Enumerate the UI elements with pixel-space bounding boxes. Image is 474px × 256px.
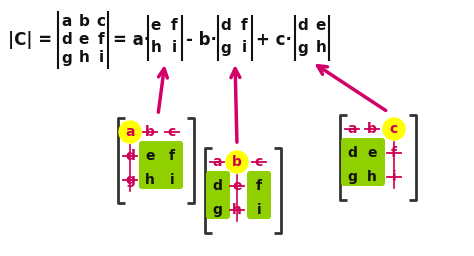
Text: i: i	[172, 40, 176, 56]
Text: f: f	[241, 18, 247, 34]
Text: i: i	[170, 173, 174, 187]
Text: b: b	[232, 155, 242, 169]
Text: d: d	[62, 33, 73, 48]
Text: i: i	[99, 50, 103, 66]
Text: g: g	[298, 40, 309, 56]
Text: e: e	[145, 149, 155, 163]
Circle shape	[226, 151, 248, 173]
Text: c: c	[97, 15, 106, 29]
Text: h: h	[232, 203, 242, 217]
Text: g: g	[220, 40, 231, 56]
Text: e: e	[316, 18, 326, 34]
Text: e: e	[79, 33, 89, 48]
Text: c: c	[168, 125, 176, 139]
Text: c: c	[255, 155, 263, 169]
Text: = a·: = a·	[113, 31, 150, 49]
Text: e: e	[151, 18, 161, 34]
Circle shape	[383, 118, 405, 140]
Text: c: c	[390, 122, 398, 136]
Text: a: a	[125, 125, 135, 139]
Circle shape	[119, 121, 141, 143]
Text: h: h	[151, 40, 162, 56]
Text: |C| =: |C| =	[8, 31, 52, 49]
Text: d: d	[298, 18, 309, 34]
Text: e: e	[232, 179, 242, 193]
Text: h: h	[79, 50, 90, 66]
Text: g: g	[62, 50, 73, 66]
FancyBboxPatch shape	[247, 171, 271, 219]
Text: + c·: + c·	[256, 31, 292, 49]
Text: g: g	[347, 170, 357, 184]
Text: h: h	[145, 173, 155, 187]
Text: d: d	[220, 18, 231, 34]
Text: d: d	[347, 146, 357, 160]
Text: f: f	[171, 18, 177, 34]
FancyBboxPatch shape	[341, 138, 385, 186]
Text: d: d	[212, 179, 222, 193]
Text: g: g	[212, 203, 222, 217]
Text: h: h	[367, 170, 377, 184]
Text: a: a	[62, 15, 72, 29]
Text: h: h	[316, 40, 327, 56]
Text: e: e	[367, 146, 377, 160]
Text: i: i	[241, 40, 246, 56]
Text: - b·: - b·	[186, 31, 217, 49]
Text: i: i	[392, 170, 396, 184]
Text: b: b	[145, 125, 155, 139]
FancyBboxPatch shape	[139, 141, 183, 189]
Text: a: a	[347, 122, 357, 136]
Text: d: d	[125, 149, 135, 163]
Text: b: b	[79, 15, 90, 29]
Text: f: f	[391, 146, 397, 160]
Text: g: g	[125, 173, 135, 187]
Text: f: f	[169, 149, 175, 163]
Text: b: b	[367, 122, 377, 136]
Text: i: i	[257, 203, 261, 217]
Text: f: f	[256, 179, 262, 193]
Text: a: a	[212, 155, 222, 169]
Text: f: f	[98, 33, 104, 48]
FancyBboxPatch shape	[206, 171, 230, 219]
